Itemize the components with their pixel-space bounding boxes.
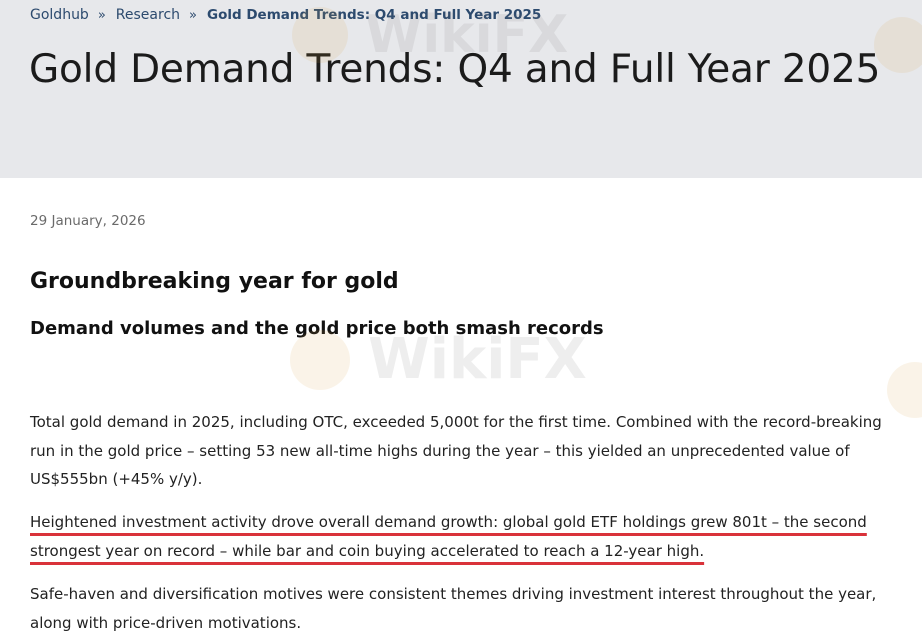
article-paragraph: Total gold demand in 2025, including OTC…: [30, 413, 882, 488]
breadcrumb-link-goldhub[interactable]: Goldhub: [30, 7, 89, 23]
breadcrumb-separator-icon: »: [189, 8, 197, 23]
breadcrumb-link-research[interactable]: Research: [115, 7, 181, 23]
page-hero: Goldhub » Research » Gold Demand Trends: Q4 …: [0, 0, 922, 178]
highlighted-text: Heightened investment activity drove ove…: [30, 513, 867, 560]
article-subheading: Demand volumes and the gold price both s…: [30, 318, 604, 339]
article-paragraph-highlighted: Heightened investment activity drove ove…: [30, 508, 910, 565]
breadcrumb-separator-icon: »: [97, 8, 106, 23]
breadcrumb: Goldhub » Research » Gold Demand Trends: Q4 …: [30, 6, 541, 25]
article-paragraph: Safe-haven and diversification motives w…: [30, 585, 877, 632]
article-heading: Groundbreaking year for gold: [30, 269, 399, 294]
page-title: Gold Demand Trends: Q4 and Full Year 202…: [29, 47, 881, 92]
publish-date: 29 January, 2026: [30, 213, 146, 229]
breadcrumb-current: Gold Demand Trends: Q4 and Full Year 202…: [206, 7, 542, 23]
